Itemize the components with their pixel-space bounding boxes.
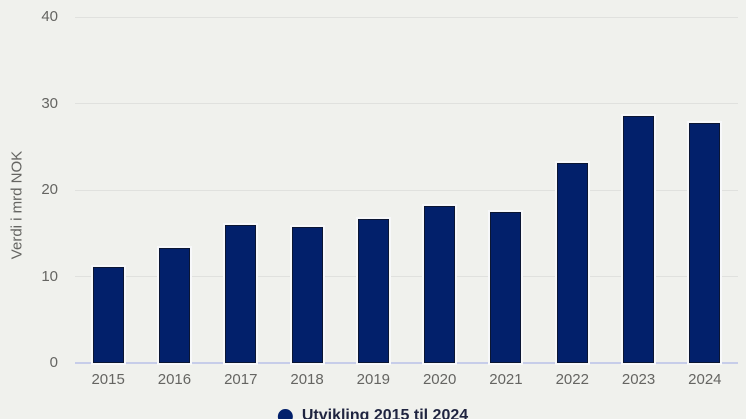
bar-2023 [623,115,655,363]
gridline-30 [75,103,738,104]
x-tick-label-2020: 2020 [422,371,457,388]
x-axis-line [75,362,738,364]
x-tick-label-2015: 2015 [91,371,125,388]
x-tick-label-2019: 2019 [356,371,391,388]
x-axis-labels: 2015 2016 2017 2018 2019 2020 2021 2022 2023 2024 [75,371,738,389]
bar-2019 [357,218,389,363]
y-tick-label-0: 0 [49,354,58,371]
plot-area [75,16,738,364]
y-tick-label-40: 40 [41,8,58,25]
x-tick-label-2022: 2022 [555,371,589,388]
gridline-40 [75,16,738,18]
bar-2021 [490,211,522,363]
x-tick-label-2016: 2016 [157,371,192,388]
bar-2022 [556,163,588,363]
y-axis-ticks: 0 10 20 30 40 [0,0,58,419]
bar-2020 [424,205,456,363]
bar-2017 [225,224,257,363]
bar-2024 [689,122,721,363]
x-tick-label-2021: 2021 [489,371,523,388]
bar-2018 [291,227,323,363]
gridline-20 [75,189,738,191]
legend-circle-icon [277,408,293,419]
y-tick-label-10: 10 [41,267,58,285]
legend-label: Utvikling 2015 til 2024 [301,407,469,419]
y-tick-label-30: 30 [41,94,58,112]
x-tick-label-2023: 2023 [621,371,656,388]
x-tick-label-2024: 2024 [688,371,722,388]
bar-2015 [92,267,124,363]
x-tick-label-2018: 2018 [290,371,324,388]
gridline-10 [75,276,738,277]
y-tick-label-20: 20 [41,181,58,198]
bar-2016 [158,247,190,363]
x-tick-label-2017: 2017 [224,371,258,388]
legend[interactable]: Utvikling 2015 til 2024 [277,407,469,419]
